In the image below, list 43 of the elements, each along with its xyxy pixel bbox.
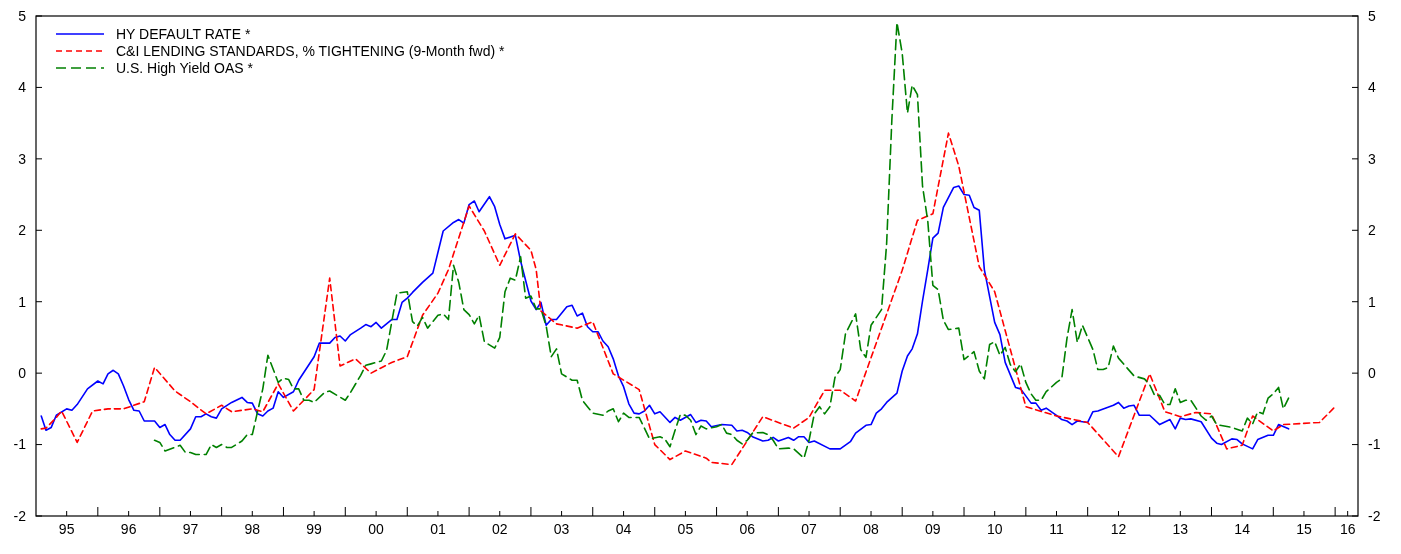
x-tick-label: 15: [1296, 521, 1312, 537]
line-series: [40, 185, 1290, 450]
x-tick-label: 05: [677, 521, 694, 537]
x-tick-label: 07: [801, 521, 818, 537]
line-series: [40, 132, 1336, 466]
x-tick-label: 97: [182, 521, 199, 537]
x-tick-label: 99: [306, 521, 323, 537]
x-tick-label: 96: [120, 521, 137, 537]
y-tick-label: 0: [18, 365, 27, 382]
y2-tick-label: 2: [1368, 222, 1376, 239]
y2-tick-label: 3: [1368, 150, 1376, 167]
x-tick-label: 02: [491, 521, 508, 537]
x-tick-label: 13: [1172, 521, 1189, 537]
x-tick-label: 11: [1049, 521, 1064, 537]
x-tick-label: 16: [1339, 521, 1356, 537]
x-tick-label: 08: [863, 521, 880, 537]
y-tick-label: 1: [18, 293, 27, 310]
x-tick-label: 14: [1234, 521, 1251, 537]
y2-tick-label: -1: [1368, 436, 1381, 453]
x-tick-label: 01: [430, 521, 446, 537]
x-tick-label: 95: [58, 521, 75, 537]
x-tick-label: 12: [1110, 521, 1127, 537]
y2-tick-label: 5: [1368, 7, 1376, 24]
y-tick-label: 3: [18, 150, 27, 167]
x-tick-label: 03: [553, 521, 570, 537]
x-tick-label: 00: [368, 521, 385, 537]
y-tick-label: -2: [13, 507, 27, 524]
legend-label: C&I LENDING STANDARDS, % TIGHTENING (9-Month fwd) *: [116, 42, 505, 59]
x-tick-label: 04: [615, 521, 632, 537]
x-tick-label: 98: [244, 521, 261, 537]
y2-tick-label: 1: [1368, 293, 1376, 310]
y2-tick-label: 0: [1368, 365, 1376, 382]
legend-label: U.S. High Yield OAS *: [116, 59, 254, 76]
x-tick-label: 10: [986, 521, 1003, 537]
x-tick-label: 09: [925, 521, 941, 537]
y-tick-label: 5: [18, 7, 27, 24]
x-tick-label: 06: [739, 521, 756, 537]
y-tick-label: 2: [18, 222, 27, 239]
legend-label: HY DEFAULT RATE *: [116, 25, 251, 42]
y-tick-label: 4: [18, 79, 27, 96]
y2-tick-label: 4: [1368, 79, 1376, 96]
y-tick-label: -1: [13, 436, 27, 453]
y2-tick-label: -2: [1368, 507, 1381, 524]
